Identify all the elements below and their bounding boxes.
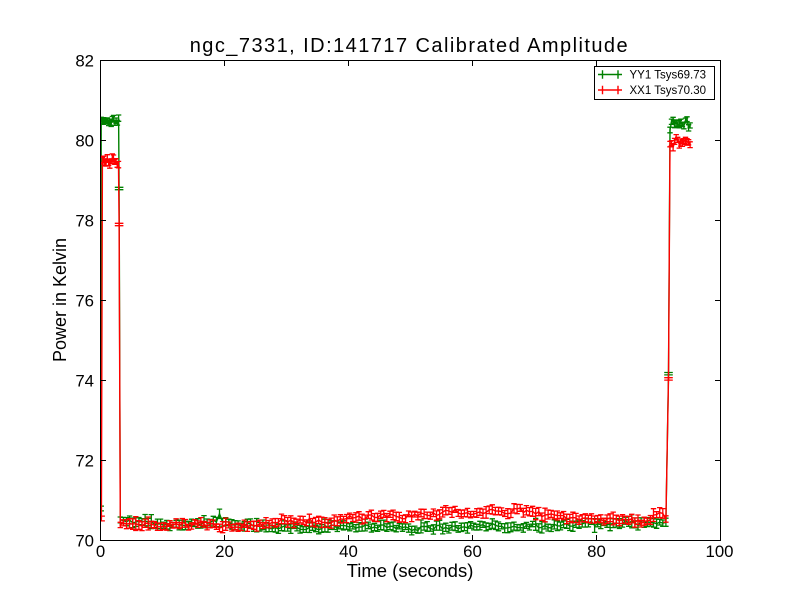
svg-text:Time (seconds): Time (seconds)	[347, 560, 474, 581]
svg-text:80: 80	[587, 542, 606, 561]
svg-text:82: 82	[75, 52, 94, 71]
svg-text:74: 74	[75, 372, 94, 391]
svg-text:0: 0	[96, 542, 105, 561]
svg-text:YY1 Tsys69.73: YY1 Tsys69.73	[630, 69, 707, 81]
svg-text:80: 80	[75, 132, 94, 151]
svg-text:100: 100	[706, 542, 734, 561]
svg-text:Power in Kelvin: Power in Kelvin	[50, 238, 70, 362]
svg-text:ngc_7331, ID:141717 Calibrated: ngc_7331, ID:141717 Calibrated Amplitude	[190, 35, 629, 57]
svg-text:XX1 Tsys70.30: XX1 Tsys70.30	[630, 85, 707, 97]
svg-text:60: 60	[463, 542, 482, 561]
svg-text:72: 72	[75, 452, 94, 471]
svg-text:78: 78	[75, 212, 94, 231]
svg-text:40: 40	[339, 542, 358, 561]
svg-text:70: 70	[75, 532, 94, 551]
svg-text:76: 76	[75, 292, 94, 311]
svg-text:20: 20	[215, 542, 234, 561]
